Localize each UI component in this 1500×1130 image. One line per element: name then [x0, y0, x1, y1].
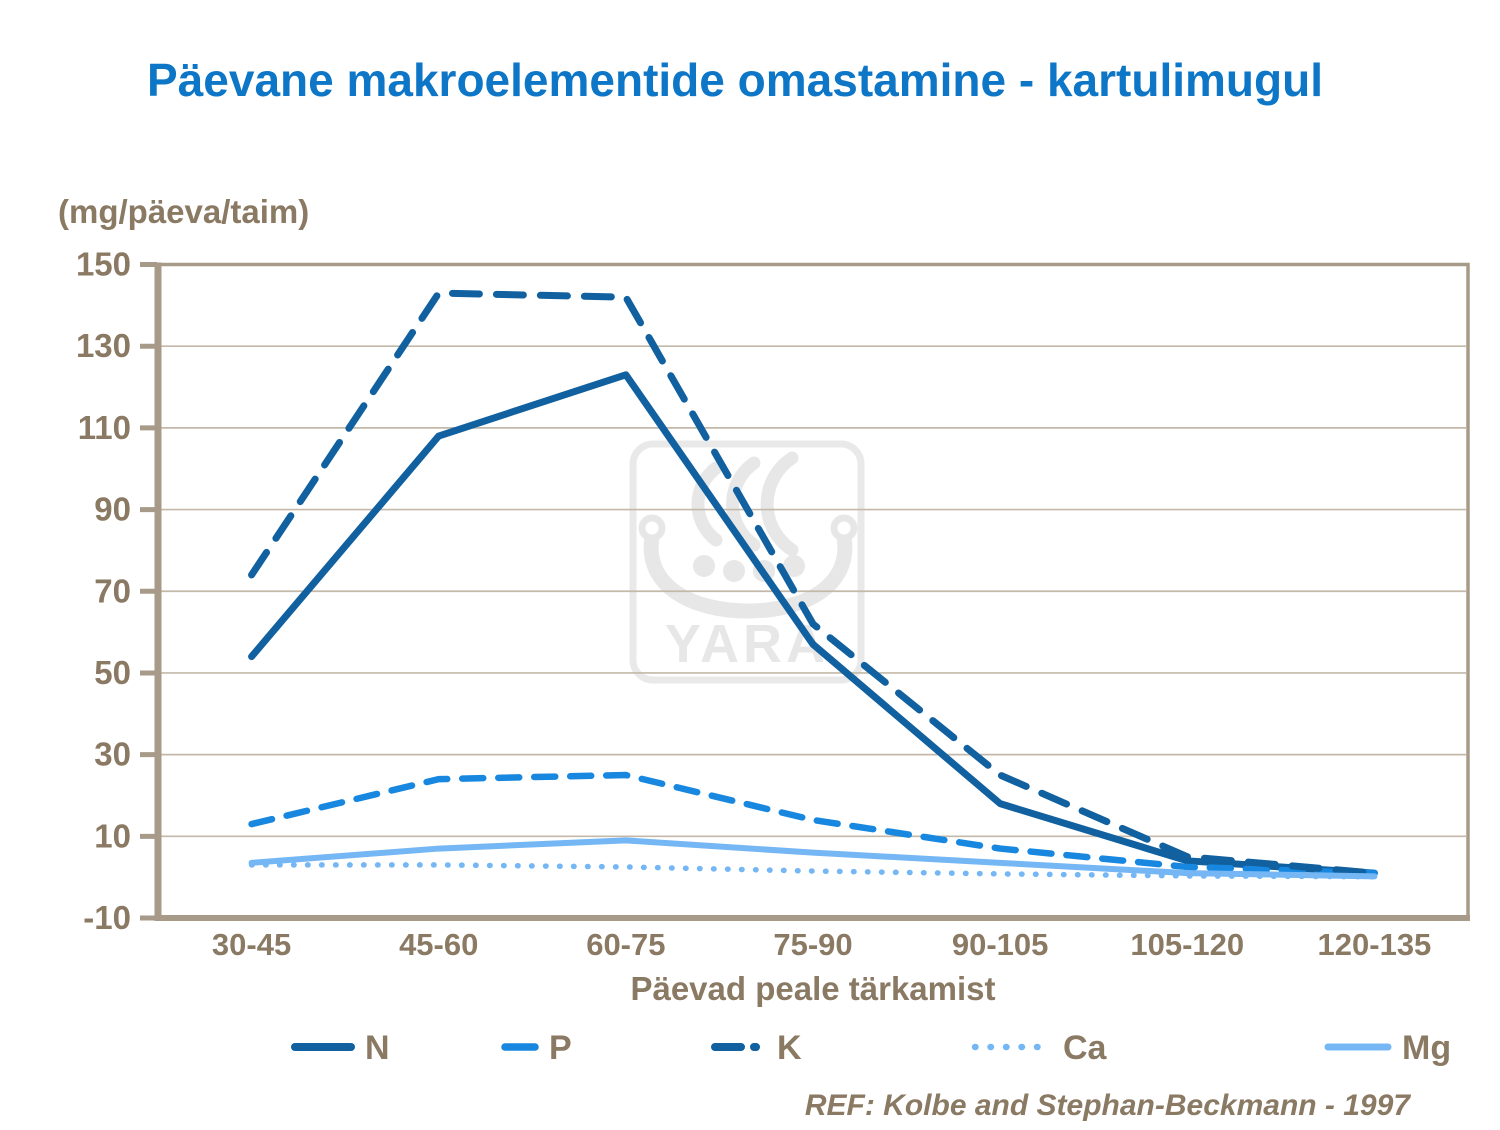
y-axis-unit-label: (mg/päeva/taim)	[58, 193, 309, 230]
y-tick-label: 50	[94, 654, 131, 691]
y-tick-label: 10	[94, 817, 131, 854]
legend: N P K Ca Mg	[291, 1029, 1451, 1067]
series-line-N	[248, 371, 1378, 877]
x-tick-label: 120-135	[1318, 927, 1432, 962]
watermark-logo: YARA	[629, 440, 865, 684]
series-line-Mg	[248, 837, 1378, 880]
reference-text: REF: Kolbe and Stephan-Beckmann - 1997	[805, 1089, 1411, 1122]
chart-title: Päevane makroelementide omastamine - kar…	[147, 54, 1323, 106]
y-tick-label: 30	[94, 736, 131, 773]
gridlines	[160, 345, 1466, 838]
viking-shields-icon	[693, 555, 805, 582]
x-axis-title: Päevad peale tärkamist	[630, 970, 995, 1007]
y-tick-label: 70	[94, 572, 131, 609]
axis-labels: 150 130 110 90 70 50 30 10 -10 30-45 45-60 60-75 75-…	[76, 246, 1431, 963]
x-tick-label: 60-75	[586, 927, 665, 962]
x-tick-label: 45-60	[399, 927, 478, 962]
legend-label-K: K	[777, 1029, 802, 1067]
y-tick-label: 150	[76, 246, 131, 283]
series-line-P	[248, 771, 1378, 877]
y-tick-label: -10	[83, 899, 131, 936]
x-tick-label: 105-120	[1130, 927, 1244, 962]
x-tick-label: 75-90	[773, 927, 852, 962]
series-line-K	[248, 289, 1378, 877]
x-tick-label: 30-45	[212, 927, 291, 962]
viking-sails-icon	[691, 451, 799, 557]
watermark-text: YARA	[665, 614, 829, 674]
legend-label-Mg: Mg	[1402, 1029, 1451, 1067]
x-tick-label: 90-105	[952, 927, 1049, 962]
data-series	[248, 289, 1378, 880]
viking-hull-icon	[638, 514, 858, 619]
y-tick-label: 110	[78, 409, 131, 446]
legend-label-N: N	[365, 1029, 390, 1067]
watermark-frame	[629, 440, 865, 684]
y-tick-label: 130	[76, 327, 131, 364]
legend-label-P: P	[549, 1029, 572, 1067]
plot-frame	[140, 262, 1470, 921]
legend-label-Ca: Ca	[1063, 1029, 1108, 1067]
y-tick-label: 90	[94, 491, 131, 528]
